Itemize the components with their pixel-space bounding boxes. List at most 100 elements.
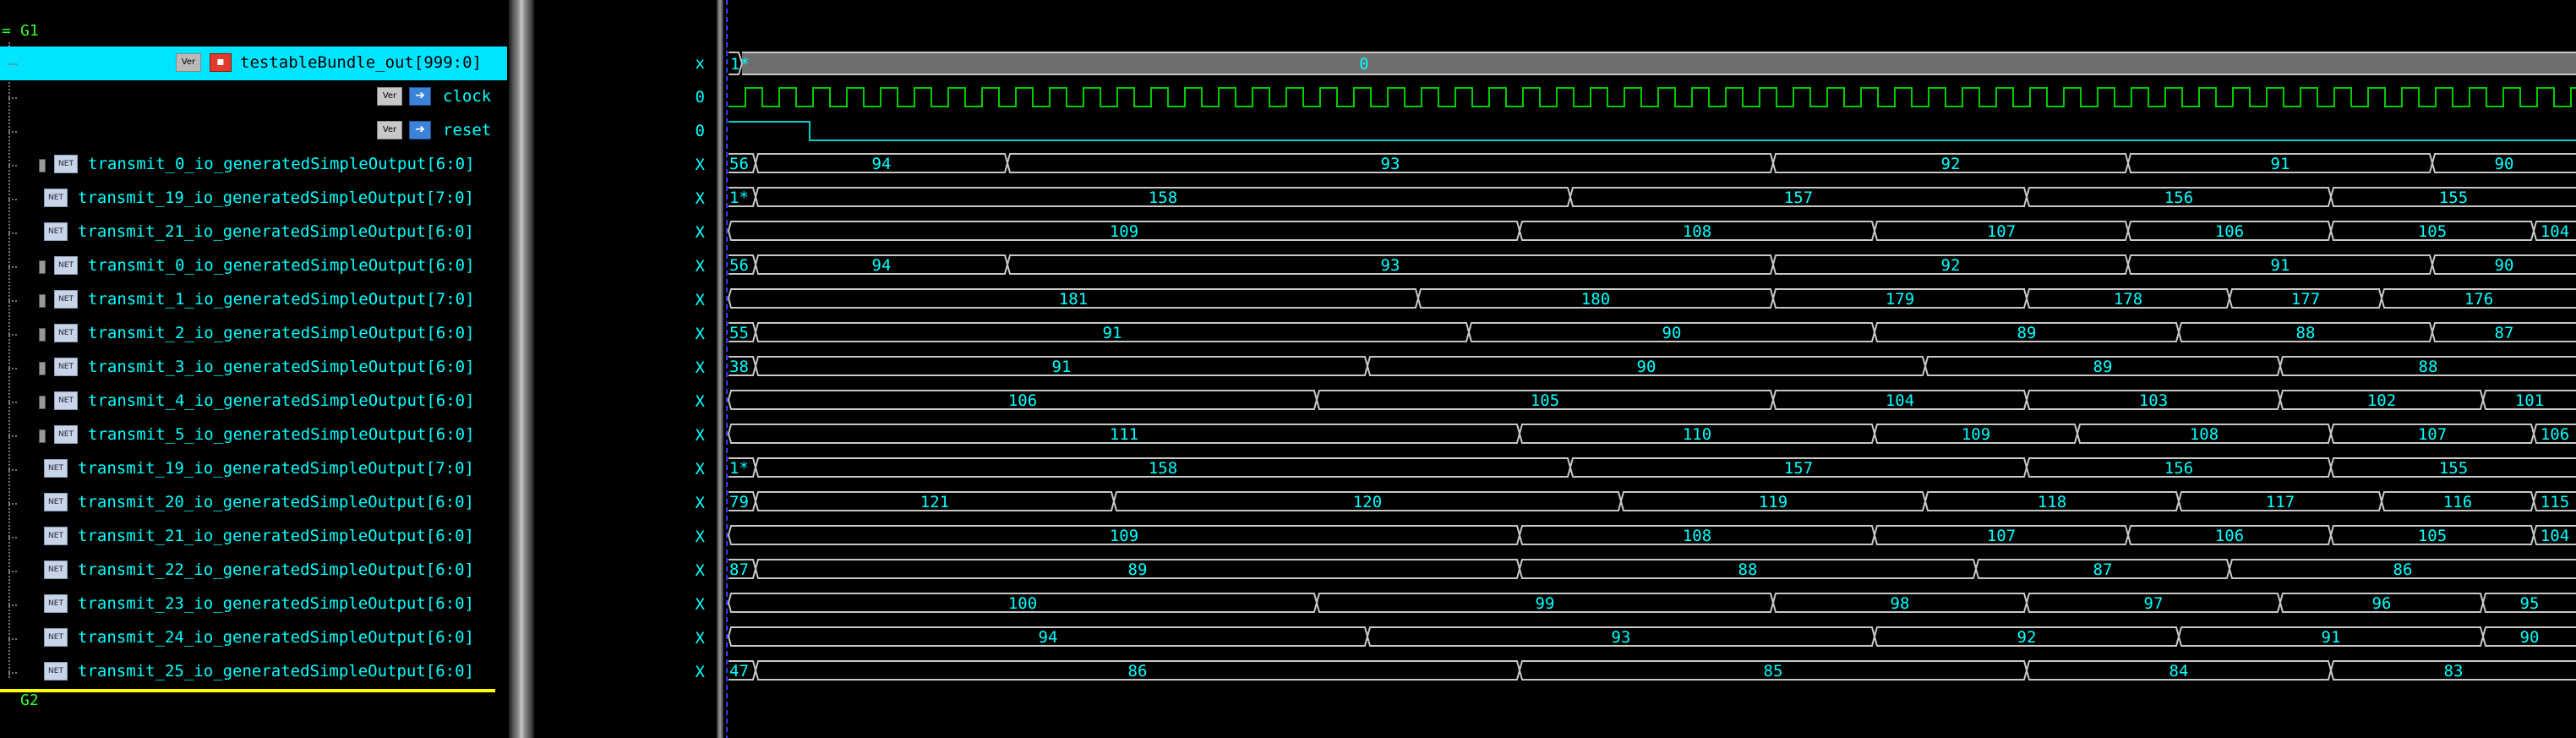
- bus-value-label: 105: [2418, 222, 2447, 241]
- signal-current-value: X: [695, 528, 705, 546]
- bus-value-label: 156: [2164, 189, 2193, 207]
- verilog-badge-icon: Ver: [377, 87, 402, 106]
- top-bus-fill: [742, 52, 2576, 74]
- signal-row[interactable]: NET transmit_21_io_generatedSimpleOutput[…: [0, 216, 507, 249]
- bus-waveform: [727, 390, 2576, 410]
- input-port-icon: ➔: [409, 121, 431, 139]
- bus-initial-value: 56: [729, 155, 749, 173]
- verilog-badge-icon: Ver: [377, 121, 402, 139]
- signal-row[interactable]: Ver ▪ testableBundle_out[999:0]: [0, 46, 507, 80]
- bus-waveform: [727, 525, 2576, 545]
- signal-row[interactable]: NET transmit_25_io_generatedSimpleOutput[…: [0, 655, 507, 689]
- signal-name: transmit_21_io_generatedSimpleOutput[6:0…: [78, 222, 474, 241]
- bus-value-label: 104: [1886, 391, 1914, 410]
- group-label-g2[interactable]: G2: [20, 692, 39, 709]
- reset-waveform: [729, 121, 2576, 141]
- pane-splitter[interactable]: [509, 0, 534, 738]
- signal-row[interactable]: Ver ➔ reset: [0, 114, 507, 148]
- bus-value-label: 86: [2393, 560, 2413, 579]
- signal-row[interactable]: NET transmit_0_io_generatedSimpleOutput[6…: [0, 148, 507, 182]
- signal-current-value: X: [695, 358, 705, 377]
- expand-handle-icon[interactable]: [39, 396, 46, 409]
- bus-value-label: 155: [2439, 189, 2468, 207]
- bus-value-label: 179: [1886, 290, 1914, 309]
- tree-connector: [8, 638, 17, 640]
- bus-waveform: [729, 356, 2576, 376]
- expand-handle-icon[interactable]: [39, 362, 46, 375]
- bus-value-label: 115: [2541, 493, 2569, 511]
- bus-value-label: 90: [1637, 358, 1656, 376]
- signal-current-value: X: [695, 663, 705, 681]
- signal-name: transmit_25_io_generatedSimpleOutput[6:0…: [78, 662, 474, 681]
- bus-value-label: 105: [2418, 527, 2447, 545]
- bus-value-label: 100: [1008, 594, 1037, 613]
- signal-row[interactable]: NET transmit_5_io_generatedSimpleOutput[6…: [0, 418, 507, 452]
- signal-row[interactable]: NET transmit_19_io_generatedSimpleOutput[…: [0, 452, 507, 486]
- expand-handle-icon[interactable]: [39, 260, 46, 274]
- signal-row[interactable]: Ver ➔ clock: [0, 80, 507, 114]
- bus-value-label: 107: [2418, 425, 2447, 444]
- bus-value-label: 107: [1987, 527, 2016, 545]
- signal-row[interactable]: NET transmit_21_io_generatedSimpleOutput[…: [0, 520, 507, 554]
- bus-value-label: 158: [1149, 459, 1177, 478]
- tree-connector: [8, 334, 17, 336]
- bus-value-label: 109: [1962, 425, 1990, 444]
- signal-row[interactable]: NET transmit_1_io_generatedSimpleOutput[7…: [0, 283, 507, 317]
- signal-row[interactable]: NET transmit_20_io_generatedSimpleOutput[…: [0, 486, 507, 520]
- bus-value-label: 107: [1987, 222, 2016, 241]
- signal-row[interactable]: NET transmit_23_io_generatedSimpleOutput[…: [0, 588, 507, 621]
- wave-divider[interactable]: [717, 0, 723, 738]
- tree-connector: [8, 165, 17, 167]
- net-icon: NET: [44, 527, 68, 545]
- bus-waveform: [729, 457, 2576, 478]
- expand-handle-icon[interactable]: [39, 429, 46, 443]
- bus-value-label: 93: [1381, 155, 1400, 173]
- signal-row[interactable]: NET transmit_22_io_generatedSimpleOutput[…: [0, 554, 507, 588]
- net-icon: NET: [54, 256, 78, 275]
- signal-current-value: X: [695, 257, 705, 276]
- expand-handle-icon[interactable]: [39, 294, 46, 308]
- bus-initial-value: 55: [729, 324, 749, 342]
- bus-value-label: 106: [2541, 425, 2569, 444]
- bus-value-label: 101: [2515, 391, 2544, 410]
- net-icon: NET: [44, 628, 68, 647]
- signal-name: reset: [443, 121, 492, 139]
- bus-value-label: 109: [1110, 222, 1138, 241]
- net-icon: NET: [54, 358, 78, 376]
- bus-value-label: 83: [2444, 662, 2464, 681]
- bus-value-label: 109: [1110, 527, 1138, 545]
- signal-row[interactable]: NET transmit_4_io_generatedSimpleOutput[6…: [0, 385, 507, 418]
- net-icon: NET: [44, 222, 68, 241]
- bus-value-label: 88: [2419, 358, 2438, 376]
- signal-row[interactable]: NET transmit_2_io_generatedSimpleOutput[6…: [0, 317, 507, 351]
- signal-current-value: X: [695, 223, 705, 242]
- waveform-canvas: 1* 0 56 94 93 92 91 90 1* 158 157 156 155 109 108 107 10…: [726, 0, 2576, 738]
- signal-row[interactable]: NET transmit_0_io_generatedSimpleOutput[6…: [0, 249, 507, 283]
- bus-signal-icon: ▪: [210, 53, 232, 72]
- bus-initial-value: 1*: [729, 459, 749, 478]
- bus-initial-value: 47: [729, 662, 749, 681]
- bus-value-label: 94: [872, 256, 892, 275]
- signal-name: transmit_22_io_generatedSimpleOutput[6:0…: [78, 560, 474, 579]
- bus-value-label: 110: [1683, 425, 1711, 444]
- bus-value-label: 89: [1128, 560, 1148, 579]
- bus-value-label: 90: [2520, 628, 2540, 647]
- signal-name: transmit_2_io_generatedSimpleOutput[6:0]: [88, 324, 475, 342]
- group-label-g1[interactable]: G1: [20, 22, 39, 40]
- signal-row[interactable]: NET transmit_24_io_generatedSimpleOutput[…: [0, 621, 507, 655]
- signal-row[interactable]: NET transmit_19_io_generatedSimpleOutput[…: [0, 182, 507, 216]
- waveform-panel[interactable]: 1* 0 56 94 93 92 91 90 1* 158 157 156 155 109 108 107 10…: [723, 0, 2576, 738]
- signal-current-value: X: [695, 325, 705, 343]
- signal-current-value: X: [695, 392, 705, 411]
- bus-value-label: 118: [2038, 493, 2066, 511]
- expand-handle-icon[interactable]: [39, 328, 46, 342]
- signal-name: transmit_19_io_generatedSimpleOutput[7:0…: [78, 189, 474, 207]
- expand-handle-icon[interactable]: [39, 159, 46, 172]
- signal-name: transmit_4_io_generatedSimpleOutput[6:0]: [88, 391, 475, 410]
- net-icon: NET: [54, 425, 78, 444]
- signal-row[interactable]: NET transmit_3_io_generatedSimpleOutput[6…: [0, 351, 507, 385]
- tree-connector: [8, 97, 17, 99]
- bus-value-label: 92: [1941, 155, 1961, 173]
- bus-initial-value: 87: [729, 560, 749, 579]
